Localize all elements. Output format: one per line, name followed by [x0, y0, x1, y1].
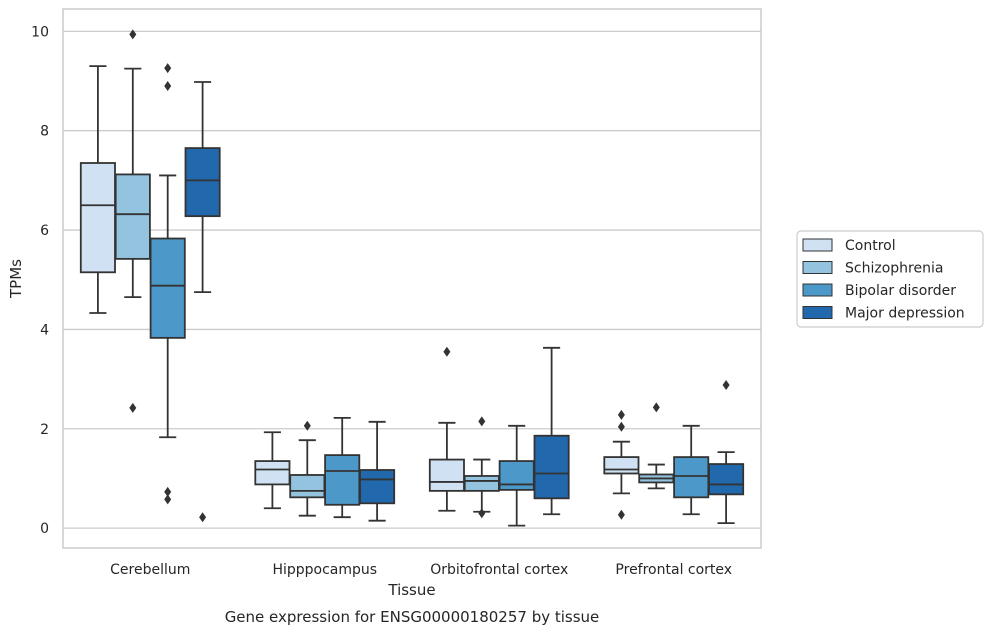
box-body	[708, 463, 745, 496]
legend-label: Schizophrenia	[845, 261, 943, 277]
legend-swatch	[802, 261, 833, 274]
outlier-point	[617, 409, 625, 420]
y-tick-label: 0	[40, 521, 49, 537]
box	[673, 424, 710, 516]
legend-frame	[796, 230, 984, 328]
y-axis-ticks: 0 2 4 6 8 10	[31, 24, 49, 537]
box	[79, 65, 116, 314]
outlier-point	[164, 486, 172, 497]
y-tick-label: 10	[31, 24, 49, 40]
box-body	[533, 434, 570, 500]
legend-swatch	[802, 283, 833, 297]
outlier-point	[164, 81, 172, 91]
plot-frame	[62, 8, 762, 549]
outlier-point	[722, 380, 730, 391]
box-body	[673, 456, 710, 499]
box	[149, 63, 186, 505]
category-group	[603, 380, 745, 525]
box-body	[114, 173, 151, 260]
box	[114, 29, 151, 413]
legend-label: Major depression	[845, 306, 965, 322]
box-body	[324, 454, 361, 506]
legend-swatch	[802, 306, 833, 319]
chart-caption: Gene expression for ENSG00000180257 by t…	[225, 608, 600, 626]
category-group	[428, 346, 570, 527]
x-tick-label: Hipppocampus	[272, 562, 377, 578]
box	[638, 402, 675, 490]
outlier-point	[478, 508, 486, 519]
outlier-point	[303, 420, 311, 431]
box-body	[359, 469, 396, 505]
category-group	[254, 416, 396, 522]
x-axis-ticks: Cerebellum Hipppocampus Orbitofrontal cort…	[110, 562, 732, 578]
box	[254, 431, 291, 510]
box	[289, 420, 326, 517]
box	[359, 420, 396, 522]
box	[603, 409, 640, 520]
legend-swatch	[802, 238, 833, 252]
outlier-point	[617, 509, 625, 520]
box	[184, 81, 221, 523]
box-body	[289, 474, 326, 499]
box-body	[498, 460, 535, 491]
outlier-point	[478, 416, 486, 427]
outlier-point	[617, 421, 625, 432]
legend-item: Bipolar disorder	[802, 283, 956, 299]
category-group	[79, 29, 221, 523]
y-tick-label: 2	[40, 422, 49, 438]
outlier-point	[164, 494, 172, 505]
box	[463, 416, 500, 519]
legend-item: Control	[802, 238, 896, 254]
legend-label: Bipolar disorder	[845, 283, 956, 299]
box	[498, 424, 535, 527]
x-axis-label: Tissue	[387, 581, 435, 599]
legend-item: Major depression	[802, 306, 965, 322]
outlier-point	[199, 512, 207, 523]
box-body	[184, 147, 221, 218]
y-tick-label: 4	[40, 322, 49, 338]
outlier-point	[652, 402, 660, 413]
outlier-point	[129, 402, 137, 413]
outlier-point	[129, 29, 137, 40]
y-tick-label: 8	[40, 124, 49, 140]
box-groups	[79, 29, 745, 527]
legend: Control Schizophrenia Bipolar disorder Majo…	[796, 230, 984, 328]
x-tick-label: Orbitofrontal cortex	[430, 562, 568, 578]
box-body	[603, 456, 640, 475]
x-tick-label: Cerebellum	[110, 562, 190, 578]
box-body	[149, 237, 186, 339]
legend-label: Control	[845, 238, 896, 254]
outlier-point	[443, 346, 451, 357]
box-body	[254, 460, 291, 486]
legend-item: Schizophrenia	[802, 261, 943, 277]
box	[428, 346, 465, 512]
box-body	[79, 162, 116, 274]
box-body	[428, 458, 465, 492]
y-tick-label: 6	[40, 223, 49, 239]
box	[324, 416, 361, 519]
y-axis-label: TPMs	[7, 259, 25, 299]
box	[708, 380, 745, 525]
outlier-point	[164, 63, 172, 74]
x-tick-label: Prefrontal cortex	[615, 562, 732, 578]
box	[533, 346, 570, 516]
box-body	[463, 475, 500, 492]
